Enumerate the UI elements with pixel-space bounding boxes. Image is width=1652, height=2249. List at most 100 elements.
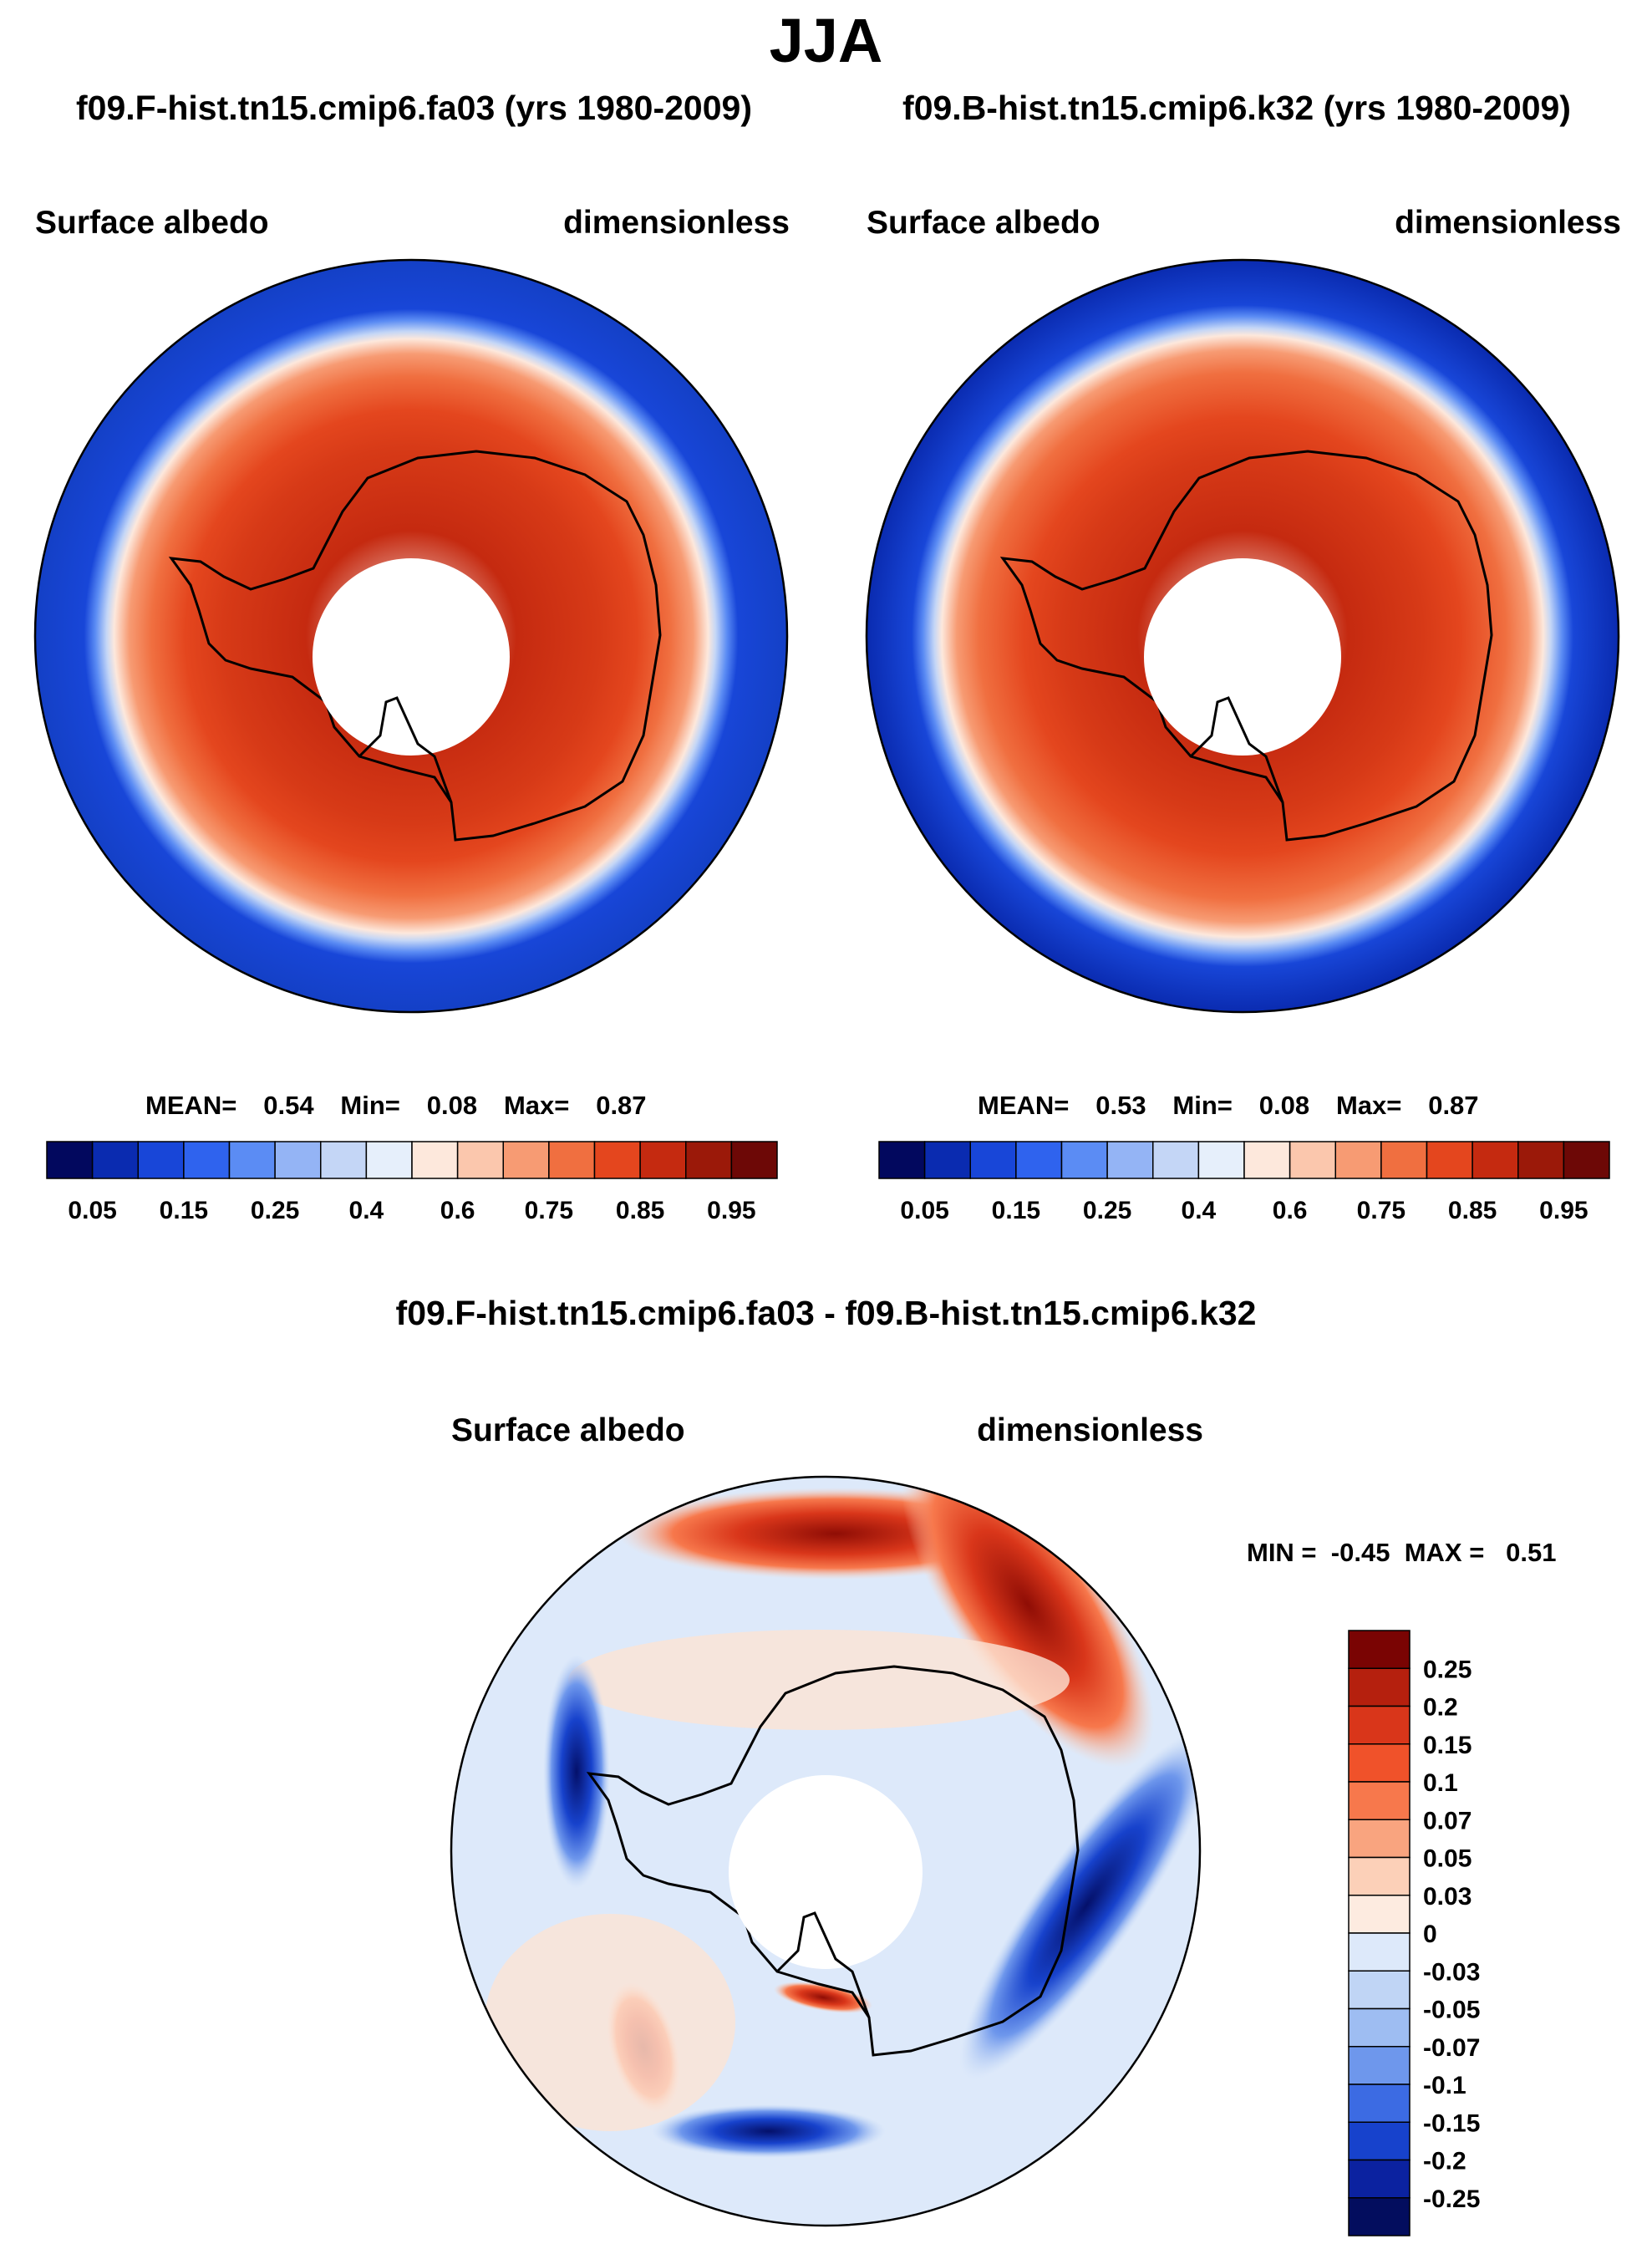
- panel2-units-label: dimensionless: [1395, 205, 1621, 241]
- panel1-map: [33, 258, 789, 1014]
- panel1-max-label: Max=: [503, 1091, 570, 1120]
- panel1-colorbar-tick-label: 0.25: [251, 1197, 299, 1224]
- anomaly-pos-ross: [773, 1982, 873, 2013]
- panel1-min-value: 0.08: [426, 1091, 478, 1120]
- panel3-colorbar-swatch: [1348, 1630, 1411, 1669]
- panel1-colorbar-tick-label: 0.6: [440, 1197, 475, 1224]
- panel1-colorbar-swatch: [320, 1141, 368, 1179]
- panel1-colorbar-tick-label: 0.15: [160, 1197, 208, 1224]
- anomaly-weak-pos-west: [485, 1914, 735, 2131]
- panel3-stats: MIN = -0.45 MAX = 0.51: [1247, 1538, 1556, 1568]
- panel1-colorbar-tick-label: 0.95: [707, 1197, 755, 1224]
- panel3-colorbar-swatch: [1348, 1743, 1411, 1783]
- panel2-colorbar-swatch: [1289, 1141, 1336, 1179]
- panel3-colorbar-tick-label: -0.03: [1423, 1958, 1480, 1986]
- panel1-pole-hole: [313, 558, 510, 756]
- panel1-colorbar-swatch: [365, 1141, 413, 1179]
- panel3-colorbar-swatch: [1348, 2197, 1411, 2236]
- panel1-colorbar-swatch: [411, 1141, 459, 1179]
- panel3-colorbar-swatch: [1348, 1856, 1411, 1896]
- anomaly-neg-south-band: [652, 2104, 886, 2158]
- panel2-colorbar-swatch: [1563, 1141, 1610, 1179]
- anomaly-pos-northeast-band: [901, 1477, 1155, 1768]
- panel3-colorbar-tick-label: 0.2: [1423, 1694, 1458, 1722]
- panel1-colorbar-tick-label: 0.85: [616, 1197, 664, 1224]
- panel1-colorbar-swatch: [593, 1141, 641, 1179]
- panel2-frame: [865, 258, 1620, 1014]
- panel1-colorbar-tick-label: 0.75: [525, 1197, 573, 1224]
- subtitle-left-case: f09.F-hist.tn15.cmip6.fa03 (yrs 1980-200…: [76, 89, 752, 127]
- panel2-antarctica-coastline: [999, 450, 1493, 842]
- panel1-colorbar-swatch: [46, 1141, 94, 1179]
- panel1-min-label: Min=: [340, 1091, 400, 1120]
- panel2-map: [865, 258, 1620, 1014]
- panel3-colorbar-swatch: [1348, 2007, 1411, 2048]
- panel2-colorbar-swatch: [923, 1141, 971, 1179]
- panel1-units-label: dimensionless: [563, 205, 790, 241]
- panel2-pole-hole: [1144, 558, 1341, 756]
- panel2-min-label: Min=: [1172, 1091, 1233, 1120]
- panel3-colorbar-tick-label: 0.25: [1423, 1656, 1472, 1683]
- panel1-colorbar-swatch: [137, 1141, 185, 1179]
- panel2-colorbar-tick-label: 0.4: [1182, 1197, 1217, 1224]
- panel2-colorbar-swatch: [1015, 1141, 1063, 1179]
- panel3-frame: [450, 1475, 1202, 2227]
- panel3-colorbar-swatch: [1348, 1781, 1411, 1820]
- panel3-colorbar-swatch: [1348, 2159, 1411, 2199]
- panel1-ross-ice-edge: [358, 696, 453, 803]
- panel2-colorbar-swatch: [1106, 1141, 1154, 1179]
- panel2-colorbar-tick-label: 0.6: [1273, 1197, 1308, 1224]
- panel2-colorbar-swatch: [1426, 1141, 1473, 1179]
- panel2-min-value: 0.08: [1258, 1091, 1310, 1120]
- panel3-colorbar-swatch: [1348, 2084, 1411, 2123]
- panel1-mean-value: 0.54: [263, 1091, 314, 1120]
- panel3-colorbar-tick-label: -0.05: [1423, 1997, 1480, 2024]
- panel2-colorbar-tick-label: 0.75: [1357, 1197, 1405, 1224]
- panel1-colorbar: 0.05 0.15 0.25 0.4 0.6 0.75 0.85 0.95: [46, 1141, 778, 1224]
- panel2-mean-label: MEAN=: [978, 1091, 1070, 1120]
- panel2-colorbar-swatch: [1243, 1141, 1291, 1179]
- panel1-colorbar-swatch: [639, 1141, 687, 1179]
- subtitle-right-case: f09.B-hist.tn15.cmip6.k32 (yrs 1980-2009…: [902, 89, 1571, 127]
- panel2-colorbar-swatch: [1197, 1141, 1245, 1179]
- panel3-colorbar-tick-label: 0.07: [1423, 1807, 1472, 1834]
- panel2-colorbar-swatch: [1472, 1141, 1519, 1179]
- panel2-max-value: 0.87: [1428, 1091, 1479, 1120]
- panel3-colorbar-swatch: [1348, 1819, 1411, 1859]
- panel3-variable-label: Surface albedo: [451, 1412, 685, 1448]
- panel1-colorbar-swatch: [183, 1141, 231, 1179]
- panel2-colorbar-swatch: [1517, 1141, 1565, 1179]
- panel3-min-value: -0.45: [1330, 1538, 1390, 1567]
- anomaly-neg-west-band: [543, 1655, 610, 1889]
- panel3-colorbar-swatch: [1348, 2046, 1411, 2085]
- panel3-max-label: MAX =: [1404, 1538, 1485, 1567]
- panel3-colorbar-swatch: [1348, 1667, 1411, 1707]
- panel1-colorbar-swatch: [274, 1141, 322, 1179]
- panel2-colorbar-swatch: [1060, 1141, 1108, 1179]
- panel3-colorbar-tick-label: -0.07: [1423, 2034, 1480, 2062]
- panel2-mean-value: 0.53: [1095, 1091, 1146, 1120]
- panel2-variable-label: Surface albedo: [867, 205, 1100, 241]
- panel3-colorbar-swatch: [1348, 2121, 1411, 2161]
- panel3-units-label: dimensionless: [977, 1412, 1203, 1448]
- panel3-colorbar-swatch: [1348, 1705, 1411, 1745]
- panel2-colorbar-swatch: [1334, 1141, 1382, 1179]
- panel1-colorbar-swatch: [228, 1141, 276, 1179]
- panel3-min-label: MIN =: [1247, 1538, 1317, 1567]
- panel3-max-value: 0.51: [1506, 1538, 1557, 1567]
- panel2-colorbar-tick-label: 0.05: [900, 1197, 948, 1224]
- panel1-colorbar-swatch: [502, 1141, 550, 1179]
- panel3-colorbar-tick-label: -0.25: [1423, 2185, 1480, 2213]
- panel3-colorbar-tick-label: 0: [1423, 1921, 1437, 1948]
- panel3-colorbar-swatch: [1348, 1895, 1411, 1934]
- panel2-colorbar-tick-label: 0.85: [1448, 1197, 1497, 1224]
- panel1-frame: [33, 258, 789, 1014]
- panel3-map: [450, 1475, 1202, 2227]
- panel2-colorbar: 0.05 0.15 0.25 0.4 0.6 0.75 0.85 0.95: [878, 1141, 1610, 1224]
- panel2-colorbar-swatch: [1380, 1141, 1428, 1179]
- panel3-colorbar-tick-label: 0.03: [1423, 1883, 1472, 1911]
- panel1-antarctica-coastline: [168, 450, 662, 842]
- panel3-colorbar-swatch: [1348, 1970, 1411, 2010]
- panel3-colorbar-tick-label: -0.15: [1423, 2109, 1480, 2137]
- panel1-colorbar-swatch: [685, 1141, 733, 1179]
